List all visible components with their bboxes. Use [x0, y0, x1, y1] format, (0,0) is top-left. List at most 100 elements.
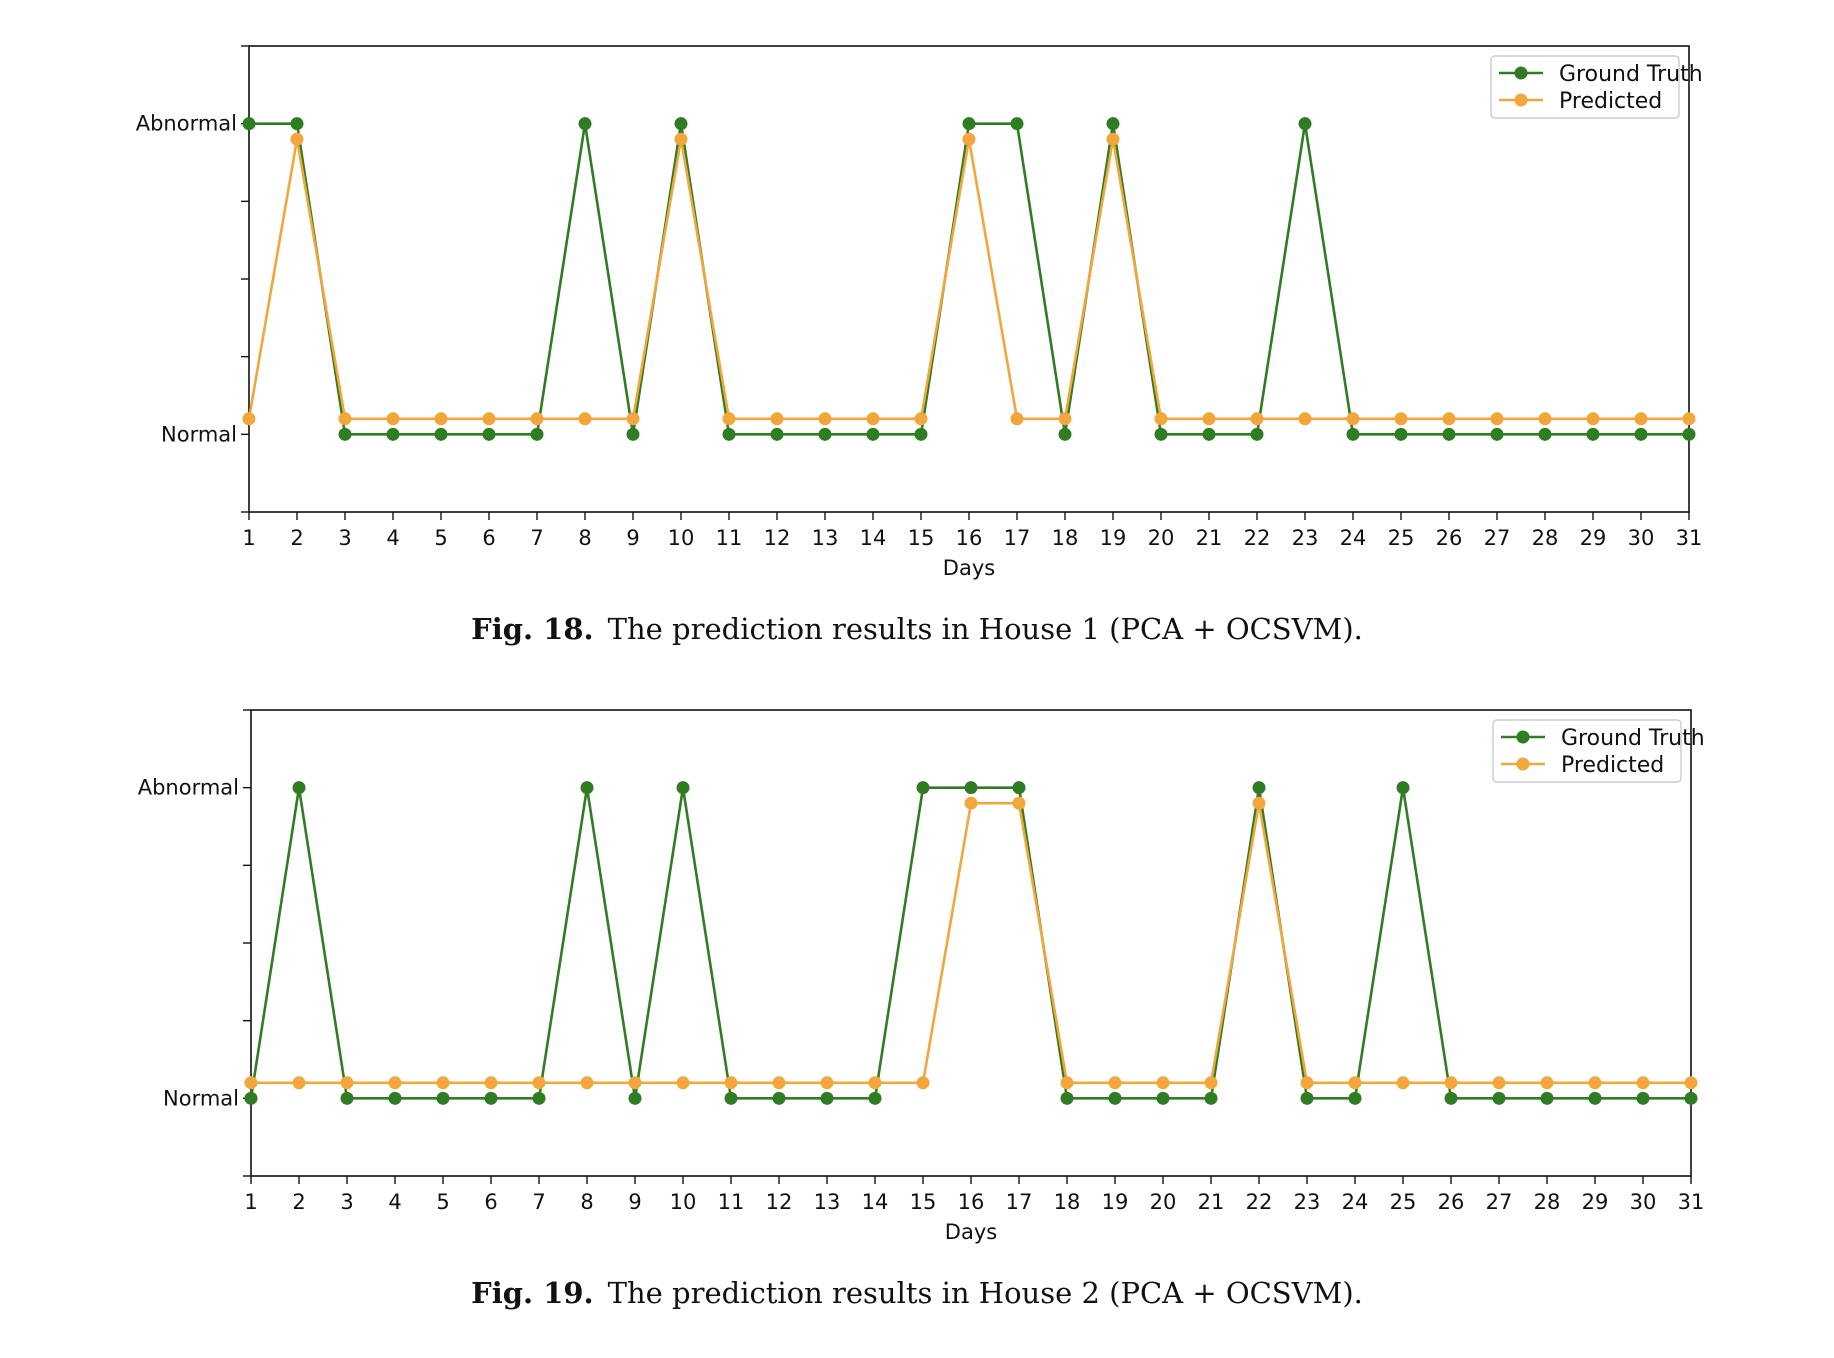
x-tick-label: 9 — [626, 526, 639, 550]
data-point — [1300, 1091, 1314, 1105]
data-point — [1204, 1091, 1218, 1105]
x-tick-label: 26 — [1438, 1190, 1465, 1214]
y-tick-label: Abnormal — [136, 112, 237, 136]
x-tick-label: 18 — [1054, 1190, 1081, 1214]
data-point — [1300, 1076, 1314, 1090]
data-point — [1106, 117, 1120, 131]
x-tick-label: 6 — [482, 526, 495, 550]
legend-label: Predicted — [1559, 89, 1662, 114]
data-point — [1012, 796, 1026, 810]
data-point — [242, 412, 256, 426]
data-point — [482, 412, 496, 426]
x-tick-label: 20 — [1150, 1190, 1177, 1214]
x-tick-label: 17 — [1006, 1190, 1033, 1214]
data-point — [484, 1091, 498, 1105]
x-tick-label: 19 — [1100, 526, 1127, 550]
data-point — [1252, 781, 1266, 795]
data-point — [626, 412, 640, 426]
legend-marker — [1514, 93, 1528, 107]
x-tick-label: 23 — [1292, 526, 1319, 550]
data-point — [818, 427, 832, 441]
data-point — [1442, 412, 1456, 426]
data-point — [628, 1076, 642, 1090]
data-point — [1492, 1076, 1506, 1090]
figure-18: Normal Abnormal 1 2 3 4 5 6 7 8 9 10 11 12 13 14 15 16 17 1… — [0, 0, 1834, 660]
x-tick-label: 30 — [1628, 526, 1655, 550]
data-point — [1010, 117, 1024, 131]
data-point — [340, 1091, 354, 1105]
data-point — [1588, 1076, 1602, 1090]
data-point — [1156, 1091, 1170, 1105]
series-line — [249, 786, 1691, 1100]
data-point — [1108, 1091, 1122, 1105]
data-point — [772, 1076, 786, 1090]
data-point — [1684, 1076, 1698, 1090]
x-tick-label: 17 — [1004, 526, 1031, 550]
x-tick-label: 13 — [812, 526, 839, 550]
x-tick-label: 16 — [958, 1190, 985, 1214]
data-point — [962, 132, 976, 146]
x-tick-label: 5 — [434, 526, 447, 550]
data-point — [1202, 412, 1216, 426]
data-point — [1298, 117, 1312, 131]
data-point — [1538, 412, 1552, 426]
data-point — [1586, 427, 1600, 441]
data-point — [1058, 427, 1072, 441]
data-point — [436, 1076, 450, 1090]
data-point — [1442, 427, 1456, 441]
data-point — [244, 1091, 258, 1105]
x-tick-label: 24 — [1342, 1190, 1369, 1214]
data-point — [530, 427, 544, 441]
data-point — [434, 427, 448, 441]
data-point — [868, 1091, 882, 1105]
data-point — [722, 427, 736, 441]
data-point — [532, 1091, 546, 1105]
legend-item: Ground Truth — [1499, 62, 1703, 87]
x-tick-label: 30 — [1630, 1190, 1657, 1214]
data-point — [770, 427, 784, 441]
x-tick-label: 31 — [1676, 526, 1703, 550]
data-point — [1588, 1091, 1602, 1105]
data-point — [868, 1076, 882, 1090]
data-point — [1586, 412, 1600, 426]
data-point — [1684, 1091, 1698, 1105]
x-tick-label: 3 — [340, 1190, 353, 1214]
x-tick-label: 26 — [1436, 526, 1463, 550]
data-point — [434, 412, 448, 426]
x-tick-label: 29 — [1582, 1190, 1609, 1214]
data-point — [866, 412, 880, 426]
data-point — [820, 1091, 834, 1105]
x-tick-label: 28 — [1534, 1190, 1561, 1214]
x-tick-label: 15 — [908, 526, 935, 550]
data-point — [772, 1091, 786, 1105]
data-point — [676, 1076, 690, 1090]
series-ground-truth — [242, 117, 1696, 441]
data-point — [1204, 1076, 1218, 1090]
data-point — [1634, 412, 1648, 426]
data-point — [290, 117, 304, 131]
x-tick-label: 12 — [764, 526, 791, 550]
x-tick-label: 14 — [862, 1190, 889, 1214]
series-predicted — [244, 796, 1698, 1090]
legend-marker — [1516, 757, 1530, 771]
caption-text: The prediction results in House 2 (PCA +… — [607, 1276, 1363, 1310]
data-point — [1154, 412, 1168, 426]
data-point — [292, 781, 306, 795]
x-tick-label: 9 — [628, 1190, 641, 1214]
data-point — [1682, 427, 1696, 441]
data-point — [1156, 1076, 1170, 1090]
x-tick-label: 4 — [388, 1190, 401, 1214]
series-line — [249, 122, 1689, 436]
data-point — [1346, 412, 1360, 426]
data-point — [1108, 1076, 1122, 1090]
data-point — [914, 427, 928, 441]
data-point — [1250, 427, 1264, 441]
data-point — [1540, 1091, 1554, 1105]
data-point — [338, 412, 352, 426]
series-line — [247, 137, 1689, 421]
plot-frame — [248, 45, 1690, 513]
data-point — [628, 1091, 642, 1105]
x-tick-label: 29 — [1580, 526, 1607, 550]
